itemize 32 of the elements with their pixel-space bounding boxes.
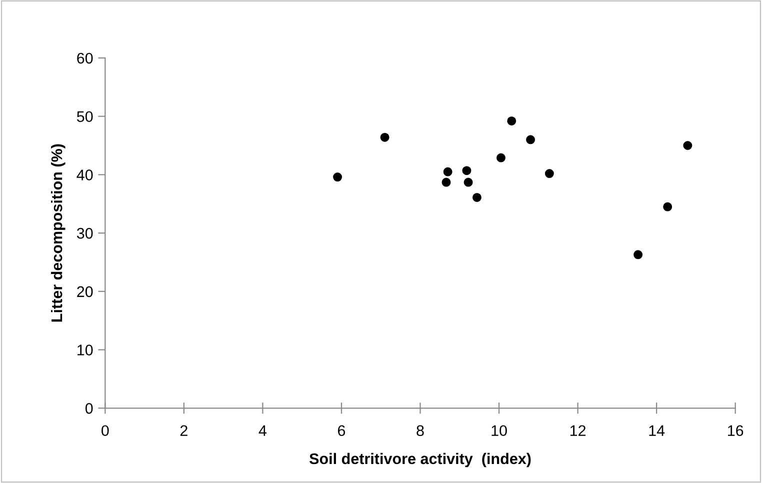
point — [663, 202, 672, 212]
point — [683, 141, 692, 150]
point — [442, 178, 451, 187]
y-tick-label: 60 — [77, 52, 93, 64]
x-tick-label: 16 — [728, 425, 744, 436]
x-tick-label: 4 — [258, 425, 266, 436]
point — [544, 169, 554, 178]
point — [496, 153, 506, 162]
point — [464, 178, 473, 187]
point — [333, 172, 342, 182]
point — [443, 167, 452, 176]
x-axis-title: Soil detritivore activity (index) — [309, 452, 531, 468]
point — [380, 132, 390, 142]
x-tick-label: 10 — [492, 425, 507, 436]
point — [462, 166, 472, 176]
y-axis-title: Litter decomposition (%) — [51, 144, 66, 322]
x-tick-label: 6 — [338, 425, 346, 436]
y-tick-label: 40 — [76, 170, 93, 180]
point — [526, 135, 536, 144]
point — [472, 192, 482, 202]
y-tick-label: 50 — [76, 111, 93, 122]
point — [507, 116, 516, 126]
y-tick-label: 10 — [78, 344, 93, 356]
x-tick-label: 14 — [649, 425, 665, 436]
y-tick-label: 30 — [76, 228, 93, 239]
y-tick-label: 20 — [77, 286, 93, 298]
x-tick-label: 8 — [416, 425, 424, 436]
point — [634, 250, 643, 260]
y-tick-label: 0 — [85, 403, 93, 414]
x-tick-label: 12 — [570, 425, 586, 436]
x-tick-label: 2 — [180, 425, 188, 436]
x-tick-label: 0 — [102, 425, 109, 436]
